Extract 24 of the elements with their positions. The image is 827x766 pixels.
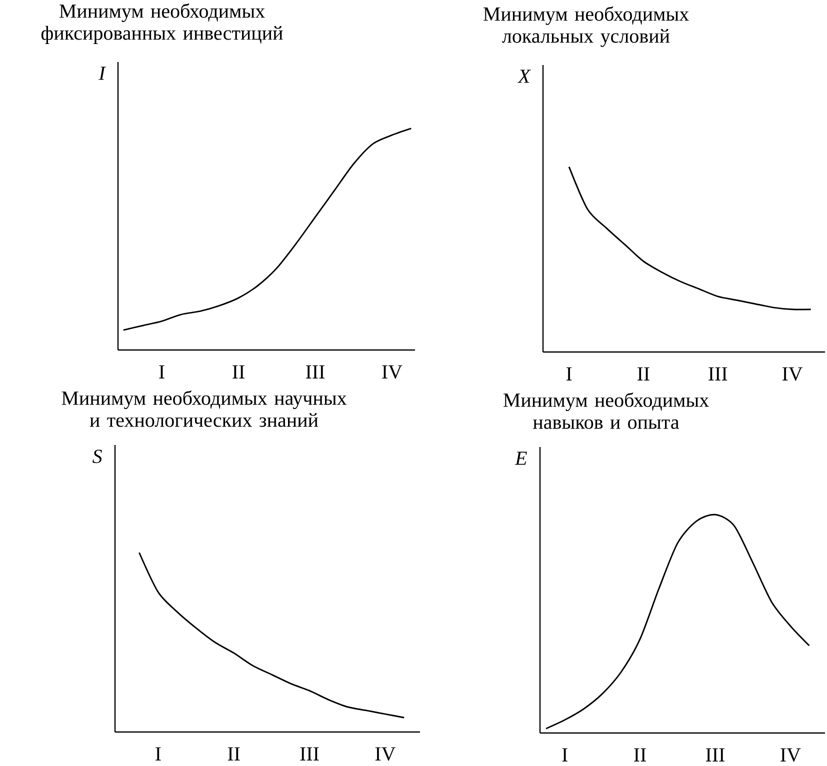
y-axis-title: I — [98, 66, 106, 80]
x-tick-label: IV — [780, 748, 801, 762]
x-tick-label: I — [562, 748, 568, 762]
x-tick-label: I — [156, 747, 161, 760]
x-tick-label: II — [634, 748, 646, 762]
x-tick-label: II — [228, 747, 240, 760]
chart-title: Минимум необходимых навыков и опыта — [503, 392, 709, 429]
chart-title: Минимум необходимых локальных условий — [483, 6, 689, 47]
x-tick-label: IV — [782, 367, 803, 381]
x-tick-label: IV — [375, 747, 396, 761]
y-axis-title: E — [514, 452, 527, 465]
x-tick-label: I — [159, 365, 164, 378]
x-tick-label: IV — [382, 365, 402, 379]
x-tick-label: III — [706, 748, 725, 762]
x-tick-label: II — [232, 365, 244, 378]
chart-title: Минимум необходимых научных и технологических знаний — [62, 390, 347, 427]
x-tick-label: III — [300, 747, 319, 760]
x-tick-label: I — [566, 367, 572, 380]
y-axis-title: X — [517, 70, 531, 83]
x-tick-label: II — [638, 367, 650, 380]
y-axis-title: S — [92, 450, 102, 464]
chart-title: Минимум необходимых фиксированных инвестиций — [41, 3, 283, 44]
x-tick-label: III — [306, 365, 325, 378]
x-tick-label: III — [708, 367, 728, 380]
